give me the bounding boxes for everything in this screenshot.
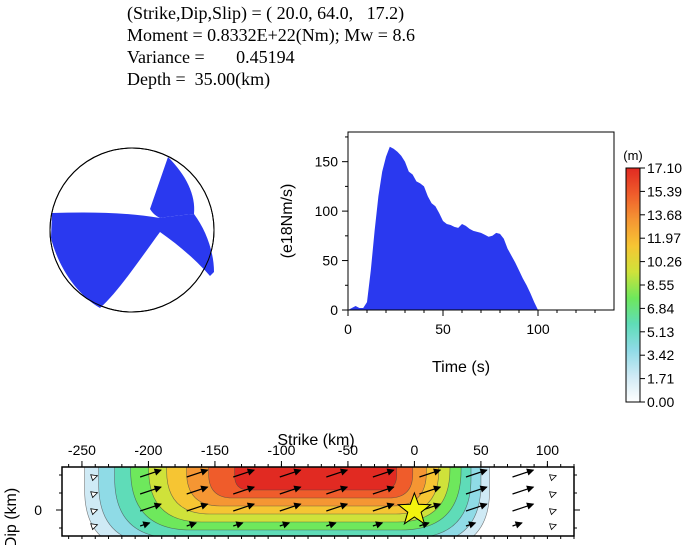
slip-contours	[69, 467, 499, 536]
slip-vector-head	[526, 468, 535, 476]
colorbar-tick-label: 15.39	[647, 183, 682, 199]
colorbar-tick-label: 11.97	[647, 230, 681, 246]
stf-xtick-label: 100	[526, 321, 550, 337]
slip-vector-head	[142, 521, 151, 529]
stf-ytick-label: 0	[330, 302, 338, 318]
slip-vector-head	[293, 485, 302, 493]
slip-vector-head	[386, 502, 395, 510]
slip-vector-head	[153, 468, 162, 476]
fault-parameters: (Strike,Dip,Slip) = ( 20.0, 64.0, 17.2)	[127, 3, 405, 23]
slip-vector-head	[293, 502, 302, 510]
map-xtick-label: -150	[201, 442, 229, 458]
slip-vectors	[90, 468, 558, 531]
solution-header: (Strike,Dip,Slip) = ( 20.0, 64.0, 17.2) …	[127, 2, 547, 90]
slip-vector-head	[200, 468, 209, 476]
slip-vector-head	[375, 521, 384, 529]
slip-vector-head	[282, 521, 291, 529]
colorbar-unit: (m)	[623, 148, 643, 163]
slip-colorbar: (m) 17.10 15.39 13.68 11.97 10.26 8.55 6.84 5.13…	[623, 148, 682, 410]
slip-vector-head	[90, 523, 99, 531]
slip-vector-head	[328, 521, 337, 529]
colorbar-tick-label: 0.00	[647, 394, 674, 410]
stf-ytick-label: 100	[315, 203, 339, 219]
colorbar-tick-label: 3.42	[647, 347, 674, 363]
slip-vector-head	[153, 502, 162, 510]
slip-vector-head	[339, 485, 349, 493]
colorbar-tick-label: 10.26	[647, 254, 682, 270]
slip-vector-head	[526, 485, 535, 493]
map-xtick-label: 0	[411, 442, 419, 458]
slip-vector-head	[235, 521, 244, 529]
colorbar-ramp	[625, 167, 641, 403]
stf-area	[348, 146, 538, 310]
map-xtick-label: -250	[68, 442, 96, 458]
slip-vector-head	[433, 485, 442, 493]
hypocenter-star	[396, 491, 432, 525]
source-time-function-chart: 0 50 100 0 50 100 150 Time (s) (e18Nm/s)	[279, 131, 615, 376]
map-xlabel: Strike (km)	[277, 432, 354, 449]
slip-vector-head	[188, 521, 198, 529]
slip-vector-head	[479, 468, 488, 476]
slip-vector-head	[479, 485, 488, 493]
map-xtick-label: 50	[473, 442, 489, 458]
beachball-compression-lobe-right	[160, 214, 214, 276]
slip-vector-head	[200, 485, 209, 493]
map-ylabel: Dip (km)	[3, 488, 20, 545]
slip-vector-head	[200, 502, 209, 510]
colorbar-tick-label: 6.84	[647, 300, 674, 316]
map-xtick-label: 100	[536, 442, 560, 458]
slip-vector-head	[293, 468, 302, 476]
stf-ytick-label: 50	[322, 253, 338, 269]
slip-vector-head	[548, 491, 558, 499]
slip-vector-head	[90, 508, 99, 516]
variance: Variance = 0.45194	[127, 47, 295, 67]
colorbar-tick-label: 8.55	[647, 277, 674, 293]
colorbar-tick-label: 13.68	[647, 207, 682, 223]
slip-vector-head	[548, 523, 558, 531]
beachball-compression-lobe-left	[51, 212, 160, 308]
slip-vector-head	[90, 491, 99, 499]
slip-vector-head	[246, 502, 255, 510]
slip-vector-head	[386, 485, 395, 493]
colorbar-tick-label: 17.10	[647, 160, 682, 176]
slip-vector-head	[153, 485, 162, 493]
slip-vector-head	[246, 468, 255, 476]
slip-vector-head	[468, 521, 477, 529]
depth: Depth = 35.00(km)	[127, 69, 271, 89]
map-xtick-label: -200	[134, 442, 162, 458]
slip-vector-head	[433, 468, 442, 476]
moment-magnitude: Moment = 0.8332E+22(Nm); Mw = 8.6	[127, 25, 415, 45]
slip-vector-head	[526, 502, 535, 510]
slip-contour-9	[234, 467, 397, 491]
slip-vector-head	[479, 502, 488, 510]
map-xtick-label: -100	[267, 442, 295, 458]
slip-vector-head	[514, 521, 523, 529]
slip-vector-head	[339, 468, 349, 476]
beachball-compression-lobe	[150, 157, 195, 218]
colorbar-tick-label: 1.71	[647, 371, 674, 387]
colorbar-tick-label: 5.13	[647, 324, 674, 340]
slip-vector-head	[90, 474, 99, 482]
beachball	[49, 147, 215, 313]
slip-vector-head	[548, 474, 558, 482]
map-frame	[61, 466, 575, 537]
stf-ylabel: (e18Nm/s)	[279, 184, 296, 259]
slip-vector-head	[548, 508, 558, 516]
slip-vector-head	[246, 485, 255, 493]
stf-xtick-label: 0	[344, 321, 352, 337]
slip-vector-head	[339, 502, 349, 510]
slip-vector-head	[433, 502, 442, 510]
slip-distribution-map: -250 -200 -150 -100 -50 0 50 100 0 Strike (km) Dip…	[3, 432, 580, 545]
map-ytick-label: 0	[34, 502, 42, 518]
stf-xtick-label: 50	[435, 321, 451, 337]
stf-xlabel: Time (s)	[432, 359, 490, 376]
stf-ytick-label: 150	[315, 154, 339, 170]
slip-vector-head	[386, 468, 395, 476]
map-xtick-label: -50	[338, 442, 358, 458]
